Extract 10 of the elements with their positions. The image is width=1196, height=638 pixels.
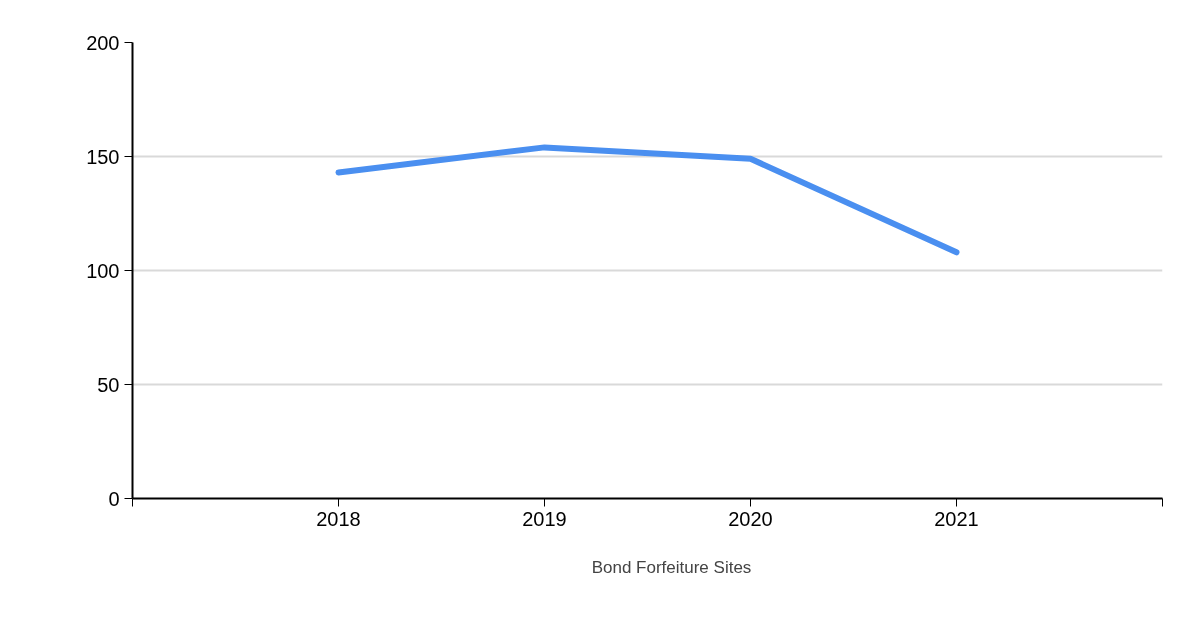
x-tick-label: 2018 [316, 507, 361, 530]
x-tick-label: 2020 [728, 507, 773, 530]
y-tick-label: 0 [108, 487, 120, 510]
x-tick-label: 2021 [934, 507, 979, 530]
y-tick-label: 150 [86, 145, 120, 168]
y-tick-label: 200 [86, 31, 120, 54]
x-tick-label: 2019 [522, 507, 567, 530]
text: Bond Forfeiture Sites [591, 558, 752, 578]
y-tick-label: 50 [97, 373, 120, 396]
y-tick-label: 100 [86, 259, 120, 282]
